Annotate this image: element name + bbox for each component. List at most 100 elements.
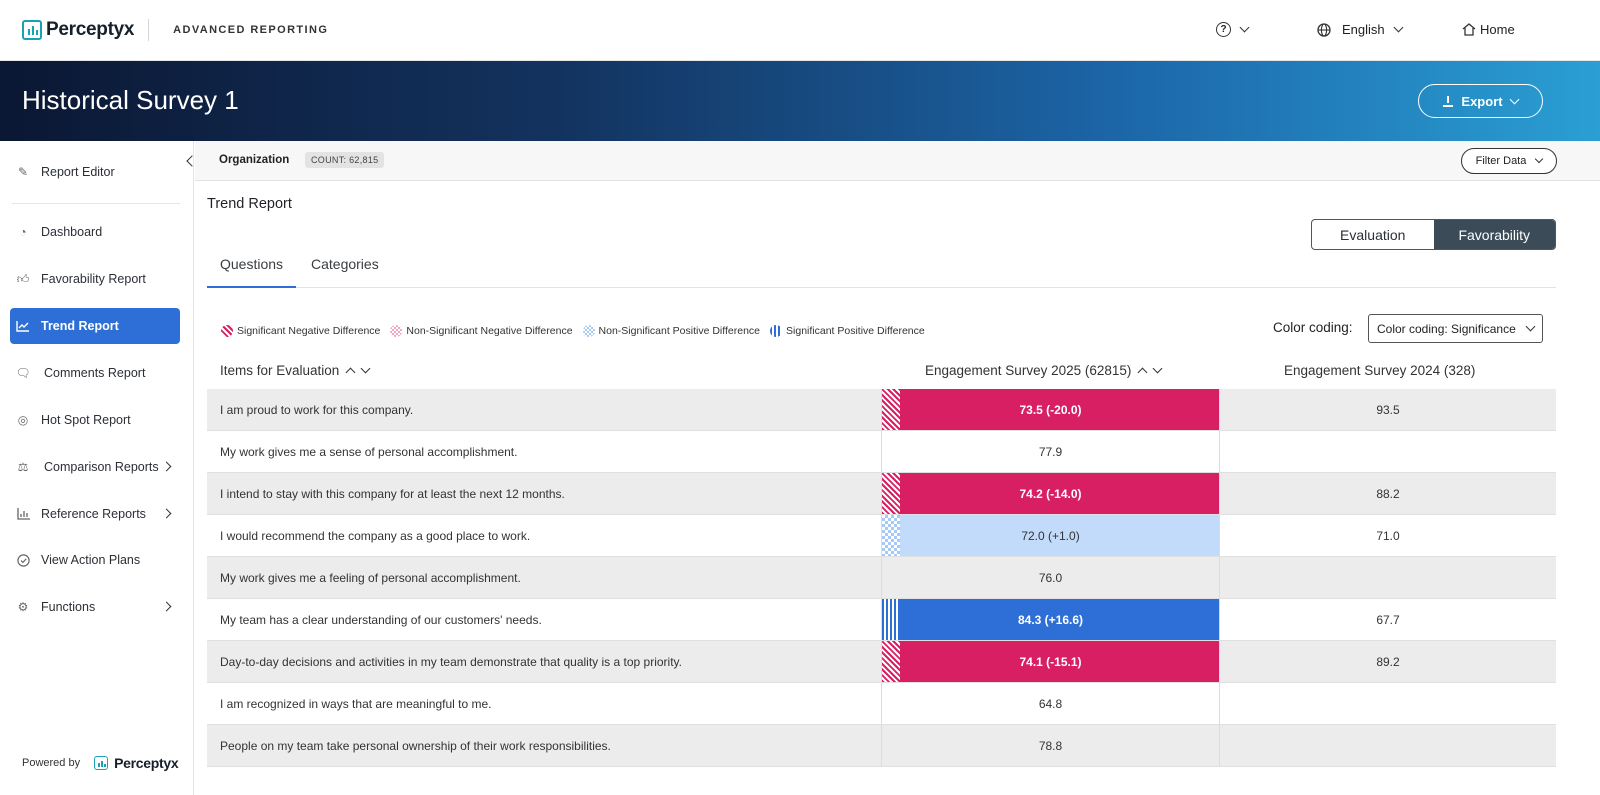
bar-chart-icon: [16, 507, 30, 521]
gauge-icon: ◔: [19, 225, 27, 239]
header-engagement-2025[interactable]: Engagement Survey 2025 (62815): [925, 363, 1163, 378]
score-2025: 76.0: [1038, 570, 1063, 585]
chevron-down-icon: [1509, 94, 1520, 104]
table-row[interactable]: My team has a clear understanding of our…: [207, 599, 1556, 641]
legend-label: Significant Positive Difference: [786, 325, 925, 337]
score-2025: 84.3 (+16.6): [1017, 612, 1084, 627]
sidebar-item-report-editor[interactable]: ✎ Report Editor: [10, 154, 180, 190]
score-2025-cell: 73.5 (-20.0): [882, 389, 1220, 430]
toggle-favorability[interactable]: Favorability: [1433, 220, 1555, 249]
color-coding-select[interactable]: Color coding: Significance: [1368, 314, 1543, 343]
score-2025: 73.5 (-20.0): [1019, 402, 1082, 417]
significant-positive-swatch: [770, 325, 783, 337]
column-header-label: Items for Evaluation: [220, 363, 340, 378]
table-row[interactable]: My work gives me a feeling of personal a…: [207, 557, 1556, 599]
sidebar-item-label: Reference Reports: [41, 507, 146, 521]
sort-descending-icon[interactable]: [1152, 363, 1163, 374]
score-2025-cell: 74.1 (-15.1): [882, 641, 1220, 682]
divider: [148, 19, 150, 41]
sidebar-item-hot-spot-report[interactable]: ◎ Hot Spot Report: [10, 402, 180, 438]
powered-by-label: Powered by: [22, 757, 81, 769]
sidebar-divider: [12, 203, 180, 204]
table-row[interactable]: My work gives me a sense of personal acc…: [207, 431, 1556, 473]
tab-categories[interactable]: Categories: [311, 256, 379, 272]
sort-ascending-icon[interactable]: [1137, 367, 1148, 378]
sidebar-item-label: Dashboard: [41, 225, 103, 239]
filter-data-button[interactable]: Filter Data: [1461, 148, 1557, 174]
table-row[interactable]: I would recommend the company as a good …: [207, 515, 1556, 557]
significance-pattern: [882, 389, 900, 430]
tab-questions[interactable]: Questions: [207, 256, 297, 288]
legend-label: Significant Negative Difference: [237, 325, 381, 337]
perceptyx-logo[interactable]: Perceptyx: [22, 19, 134, 41]
chevron-down-icon: [1393, 22, 1404, 33]
legend-label: Non-Significant Negative Difference: [406, 325, 573, 337]
score-2024: 67.7: [1376, 612, 1400, 627]
home-label: Home: [1480, 22, 1515, 37]
help-icon: ?: [1216, 22, 1231, 37]
sort-descending-icon[interactable]: [360, 363, 371, 374]
scale-icon: ⚖︎: [17, 460, 29, 474]
score-2024: 88.2: [1376, 486, 1400, 501]
trend-table: I am proud to work for this company. 73.…: [207, 389, 1556, 767]
table-row[interactable]: I am recognized in ways that are meaning…: [207, 683, 1556, 725]
filter-data-label: Filter Data: [1475, 155, 1527, 167]
score-2024: [1220, 683, 1556, 724]
powered-brand: Perceptyx: [114, 755, 179, 771]
table-row[interactable]: I intend to stay with this company for a…: [207, 473, 1556, 515]
organization-label: Organization: [219, 154, 290, 166]
score-2025-cell: 77.9: [882, 431, 1220, 472]
nonsignificant-positive-swatch: [582, 325, 595, 337]
score-2025-cell: 64.8: [882, 683, 1220, 724]
toggle-evaluation[interactable]: Evaluation: [1340, 226, 1406, 243]
item-text: My work gives me a feeling of personal a…: [207, 557, 882, 598]
sidebar-item-functions[interactable]: ⚙︎ Functions: [10, 589, 180, 625]
sidebar-item-comments-report[interactable]: 🗨︎ Comments Report: [10, 355, 180, 391]
score-2024: [1220, 725, 1556, 766]
target-icon: ◎: [17, 413, 29, 427]
sidebar-item-reference-reports[interactable]: Reference Reports: [10, 496, 180, 532]
table-row[interactable]: Day-to-day decisions and activities in m…: [207, 641, 1556, 683]
table-row[interactable]: I am proud to work for this company. 73.…: [207, 389, 1556, 431]
export-button[interactable]: Export: [1418, 84, 1543, 118]
sidebar-item-comparison-reports[interactable]: ⚖︎ Comparison Reports: [10, 449, 180, 485]
score-2025-cell: 72.0 (+1.0): [882, 515, 1220, 556]
legend-item: Non-Significant Positive Difference: [582, 325, 760, 337]
significance-pattern: [882, 599, 900, 640]
significance-pattern: [882, 641, 900, 682]
score-2024: 71.0: [1376, 528, 1400, 543]
sidebar-item-trend-report[interactable]: Trend Report: [10, 308, 180, 344]
sort-ascending-icon[interactable]: [345, 367, 356, 378]
item-text: I would recommend the company as a good …: [207, 515, 882, 556]
gear-icon: ⚙︎: [17, 600, 29, 614]
download-icon: [1443, 95, 1454, 107]
language-selector[interactable]: English: [1317, 22, 1404, 37]
score-2025-cell: 74.2 (-14.0): [882, 473, 1220, 514]
sidebar-item-label: Hot Spot Report: [41, 413, 131, 427]
score-2025-cell: 78.8: [882, 725, 1220, 766]
table-row[interactable]: People on my team take personal ownershi…: [207, 725, 1556, 767]
column-header-label: Engagement Survey 2025 (62815): [925, 363, 1132, 378]
header-items-for-evaluation[interactable]: Items for Evaluation: [220, 363, 371, 378]
filter-bar: Organization COUNT: 62,815 Filter Data: [195, 141, 1600, 181]
sidebar-item-favorability-report[interactable]: 👍︎ Favorability Report: [10, 261, 180, 297]
help-menu[interactable]: ?: [1216, 22, 1250, 37]
color-coding-label: Color coding:: [1273, 320, 1353, 335]
report-title: Trend Report: [207, 196, 292, 212]
column-header-label: Engagement Survey 2024 (328): [1284, 363, 1476, 378]
sidebar: [0, 141, 194, 795]
significant-negative-swatch: [221, 325, 233, 337]
sidebar-item-dashboard[interactable]: ◔ Dashboard: [10, 214, 180, 250]
significance-pattern: [882, 515, 900, 556]
header-engagement-2024[interactable]: Engagement Survey 2024 (328): [1284, 363, 1475, 378]
score-2025: 64.8: [1038, 696, 1063, 711]
evaluation-favorability-toggle: Evaluation Favorability: [1311, 219, 1556, 250]
top-bar: Perceptyx ADVANCED REPORTING ? English H…: [0, 0, 1600, 61]
home-link[interactable]: Home: [1462, 22, 1515, 37]
sidebar-item-label: Report Editor: [41, 165, 115, 179]
sidebar-item-view-action-plans[interactable]: View Action Plans: [10, 542, 180, 578]
significance-legend: Significant Negative Difference Non-Sign…: [221, 325, 935, 337]
score-2025: 77.9: [1038, 444, 1063, 459]
nonsignificant-negative-swatch: [390, 325, 403, 337]
score-2025-cell: 76.0: [882, 557, 1220, 598]
